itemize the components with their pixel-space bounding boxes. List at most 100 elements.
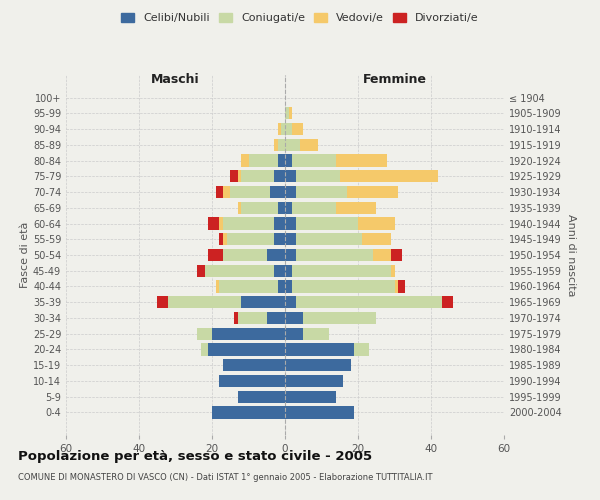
Bar (238, 390, 285, 403)
Bar (278, 202, 285, 214)
Bar (267, 312, 285, 324)
Bar (285, 218, 296, 230)
Bar (230, 170, 238, 182)
Bar (248, 154, 278, 166)
Text: Femmine: Femmine (362, 74, 427, 86)
Bar (241, 202, 278, 214)
Bar (285, 154, 292, 166)
Bar (227, 233, 274, 245)
Bar (157, 296, 168, 308)
Bar (285, 123, 292, 135)
Bar (274, 233, 285, 245)
Bar (285, 312, 303, 324)
Bar (285, 406, 355, 418)
Bar (223, 186, 230, 198)
Bar (230, 186, 271, 198)
Bar (395, 280, 398, 292)
Bar (281, 123, 285, 135)
Bar (285, 249, 296, 261)
Bar (292, 280, 395, 292)
Bar (215, 186, 223, 198)
Bar (340, 170, 438, 182)
Bar (442, 296, 453, 308)
Bar (215, 280, 220, 292)
Bar (197, 264, 205, 277)
Bar (241, 296, 285, 308)
Bar (285, 328, 303, 340)
Bar (296, 186, 347, 198)
Bar (274, 138, 278, 151)
Y-axis label: Fasce di età: Fasce di età (20, 222, 30, 288)
Bar (292, 154, 336, 166)
Bar (285, 170, 296, 182)
Bar (208, 218, 220, 230)
Legend: Celibi/Nubili, Coniugati/e, Vedovi/e, Divorziati/e: Celibi/Nubili, Coniugati/e, Vedovi/e, Di… (117, 8, 483, 28)
Bar (373, 249, 391, 261)
Bar (238, 312, 267, 324)
Bar (398, 280, 406, 292)
Bar (285, 280, 292, 292)
Bar (238, 202, 241, 214)
Bar (274, 264, 285, 277)
Bar (278, 138, 285, 151)
Bar (285, 375, 343, 387)
Bar (212, 406, 285, 418)
Bar (278, 280, 285, 292)
Bar (285, 264, 292, 277)
Bar (220, 375, 285, 387)
Bar (292, 264, 391, 277)
Bar (208, 344, 285, 355)
Bar (355, 344, 369, 355)
Bar (285, 296, 296, 308)
Bar (220, 233, 223, 245)
Bar (285, 344, 355, 355)
Bar (296, 233, 362, 245)
Bar (292, 202, 336, 214)
Bar (278, 123, 281, 135)
Bar (271, 186, 285, 198)
Bar (299, 138, 318, 151)
Bar (285, 233, 296, 245)
Bar (292, 123, 303, 135)
Text: Popolazione per età, sesso e stato civile - 2005: Popolazione per età, sesso e stato civil… (18, 450, 372, 463)
Bar (241, 170, 274, 182)
Text: COMUNE DI MONASTERO DI VASCO (CN) - Dati ISTAT 1° gennaio 2005 - Elaborazione TU: COMUNE DI MONASTERO DI VASCO (CN) - Dati… (18, 472, 433, 482)
Bar (220, 280, 278, 292)
Bar (296, 249, 373, 261)
Bar (289, 107, 292, 120)
Bar (336, 202, 376, 214)
Bar (238, 170, 241, 182)
Bar (201, 344, 208, 355)
Bar (296, 170, 340, 182)
Bar (347, 186, 398, 198)
Bar (234, 312, 238, 324)
Bar (303, 312, 376, 324)
Bar (241, 154, 248, 166)
Bar (391, 264, 395, 277)
Text: Maschi: Maschi (151, 74, 200, 86)
Bar (296, 296, 442, 308)
Bar (285, 107, 289, 120)
Bar (212, 328, 285, 340)
Bar (285, 186, 296, 198)
Bar (208, 249, 223, 261)
Bar (278, 154, 285, 166)
Bar (285, 138, 299, 151)
Bar (285, 202, 292, 214)
Bar (391, 249, 402, 261)
Bar (303, 328, 329, 340)
Bar (336, 154, 387, 166)
Y-axis label: Anni di nascita: Anni di nascita (566, 214, 575, 296)
Bar (223, 249, 267, 261)
Bar (285, 390, 336, 403)
Bar (362, 233, 391, 245)
Bar (223, 233, 227, 245)
Bar (285, 359, 350, 372)
Bar (274, 170, 285, 182)
Bar (267, 249, 285, 261)
Bar (197, 328, 212, 340)
Bar (223, 359, 285, 372)
Bar (358, 218, 395, 230)
Bar (220, 218, 223, 230)
Bar (168, 296, 241, 308)
